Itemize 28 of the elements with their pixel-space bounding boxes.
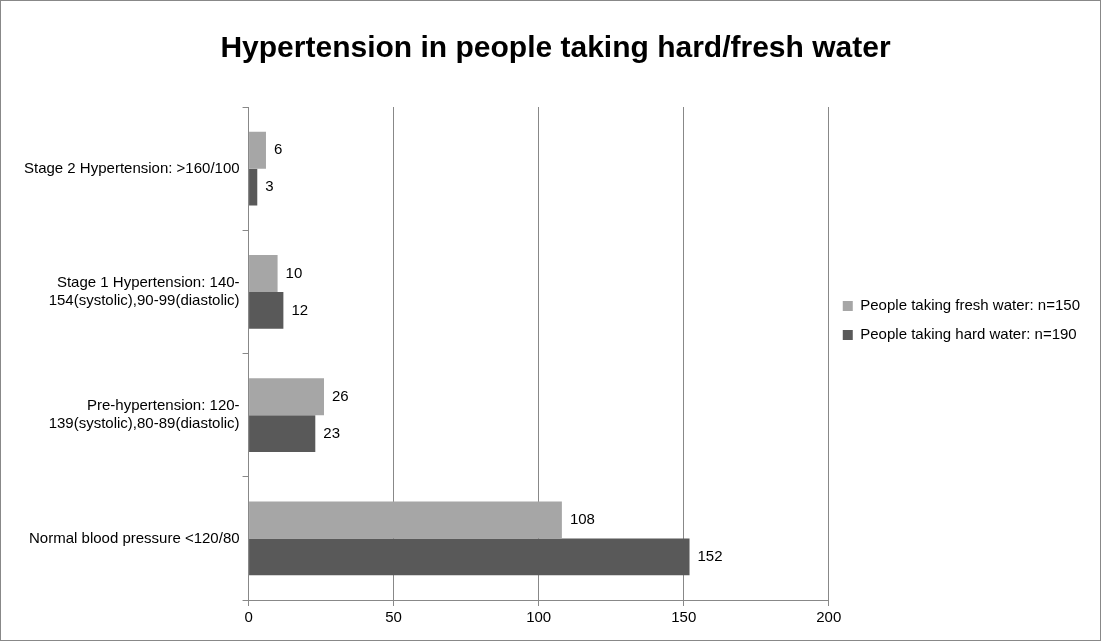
x-tick-label: 100 — [526, 608, 552, 626]
y-tick-label: Normal blood pressure <120/80 — [29, 528, 240, 546]
chart-title: Hypertension in people taking hard/fresh water — [220, 30, 891, 64]
data-label: 6 — [273, 140, 283, 158]
x-tick-label: 150 — [671, 608, 697, 626]
data-label: 12 — [291, 300, 309, 318]
data-label: 10 — [285, 263, 303, 281]
bar — [249, 501, 562, 539]
bar — [249, 254, 278, 292]
bar — [249, 291, 284, 329]
data-label: 152 — [697, 547, 723, 564]
y-tick-label: Pre-hypertension: 120-139(systolic),80-89(diastolic) — [48, 396, 240, 432]
data-label: 108 — [569, 510, 595, 528]
bar — [249, 168, 258, 206]
bar — [249, 415, 316, 453]
data-label: 23 — [323, 423, 340, 441]
data-label: 26 — [332, 386, 349, 404]
bar — [249, 378, 324, 416]
data-label: 3 — [265, 177, 274, 195]
y-tick-label: Stage 2 Hypertension: >160/100 — [24, 158, 240, 176]
x-tick-label: 0 — [244, 608, 253, 626]
legend-label: People taking fresh water: n=150 — [860, 296, 1081, 314]
bar — [249, 131, 266, 169]
legend-label: People taking hard water: n=190 — [860, 325, 1077, 343]
x-tick-label: 200 — [816, 608, 842, 626]
bar — [249, 538, 690, 576]
y-tick-label: Stage 1 Hypertension: 140-154(systolic),90-99(diastolic) — [48, 273, 240, 309]
x-tick-label: 50 — [385, 608, 402, 626]
